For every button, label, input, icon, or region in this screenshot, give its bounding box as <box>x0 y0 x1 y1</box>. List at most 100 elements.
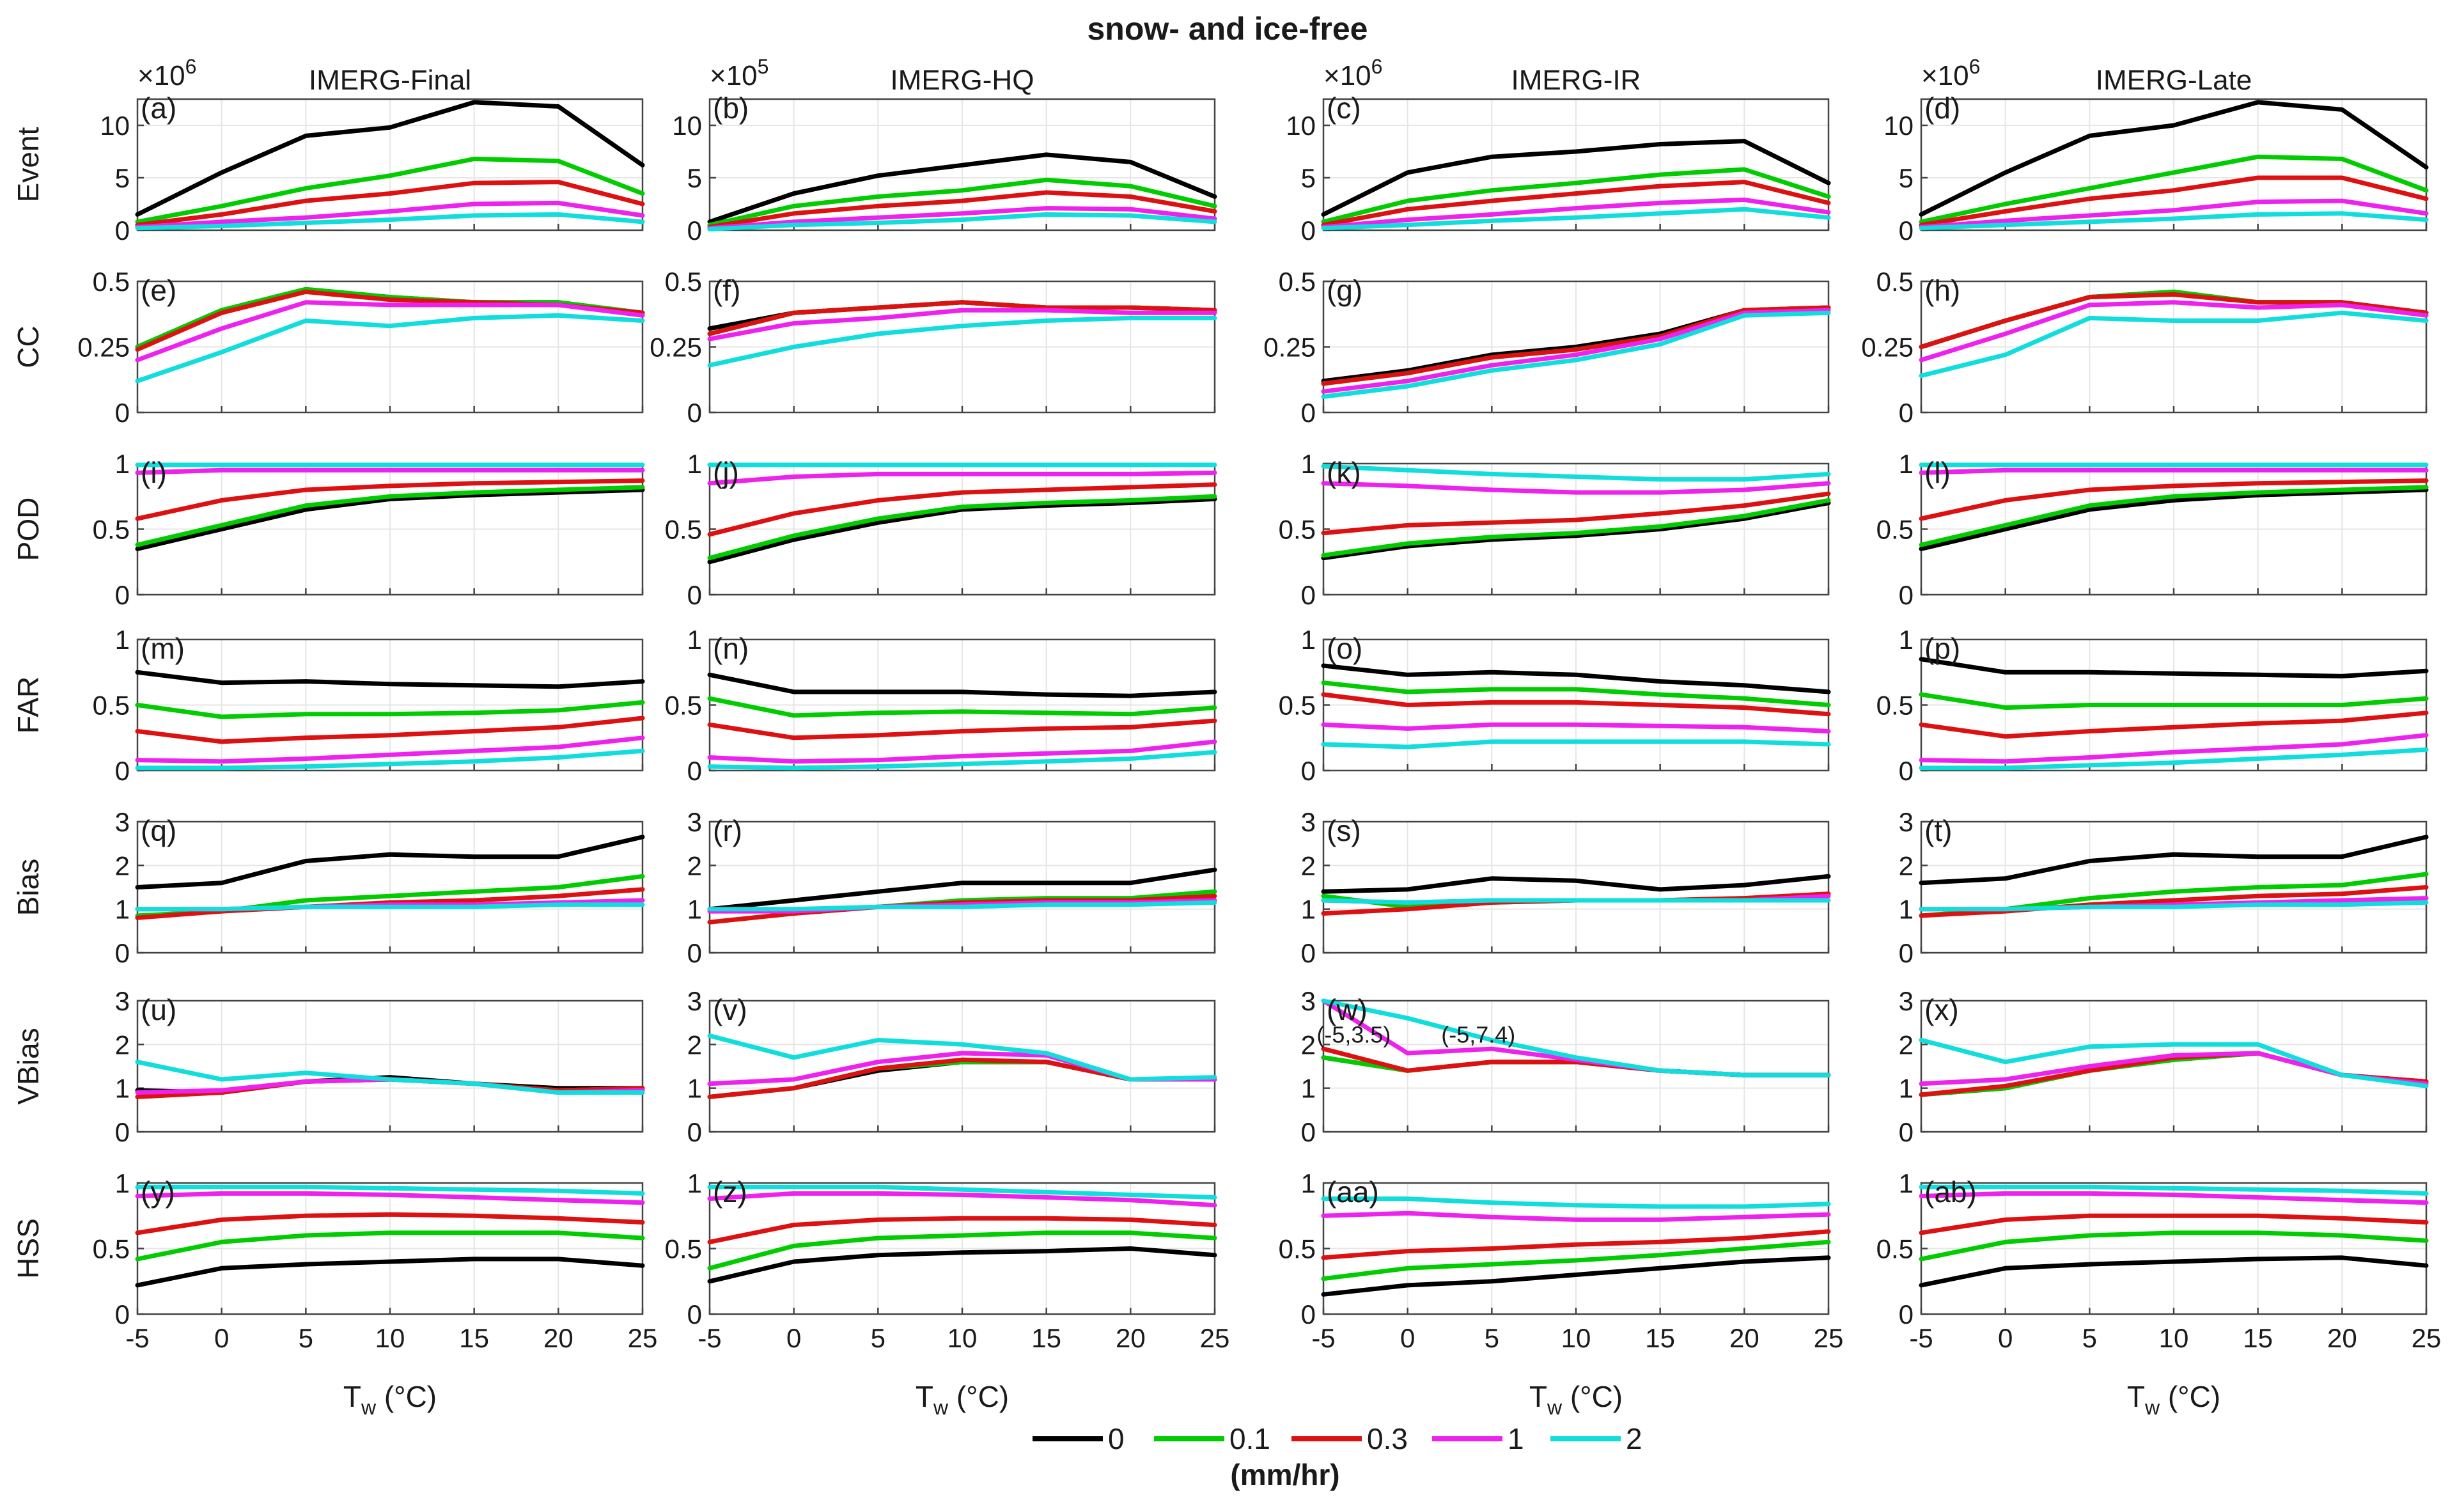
panel-letter: (y) <box>141 1175 175 1209</box>
y-axis-label: HSS <box>12 1218 45 1279</box>
axis-multiplier: ×106 <box>1921 55 1980 91</box>
column-title: IMERG-Late <box>2096 65 2252 96</box>
panel-letter: (d) <box>1924 91 1960 125</box>
x-tick-label: 0 <box>1400 1323 1415 1353</box>
panel-letter: (b) <box>713 91 749 125</box>
series-line-1 <box>1321 1210 1831 1222</box>
y-tick-label: 1 <box>1301 895 1316 925</box>
series-line-2 <box>707 315 1217 368</box>
y-tick-label: 0.25 <box>1263 333 1316 363</box>
x-axis-label: Tw (°C) <box>916 1380 1009 1419</box>
y-tick-label: 5 <box>115 163 130 193</box>
panel: 0 1 2 3 (t) <box>1899 807 2429 968</box>
panel: 0 0.5 1 (k) <box>1279 449 1831 610</box>
y-tick-label: 0 <box>115 398 130 428</box>
x-tick-label: 5 <box>2082 1323 2097 1353</box>
multiplier-exponent: 6 <box>1969 55 1981 78</box>
panel: 0 0.25 0.5 (g) <box>1263 267 1831 428</box>
y-tick-label: 0 <box>1301 398 1316 428</box>
series-line-2 <box>1321 207 1831 231</box>
series-line-2 <box>1321 1196 1831 1209</box>
x-tick-label: 10 <box>375 1323 405 1353</box>
y-tick-label: 0 <box>1301 938 1316 968</box>
y-tick-label: 5 <box>1899 163 1914 193</box>
y-tick-label: 1 <box>115 1168 130 1198</box>
series-line-0.3 <box>1321 692 1831 717</box>
x-label-main: T <box>916 1380 933 1413</box>
y-tick-label: 0.5 <box>665 515 702 545</box>
series-line-2 <box>1321 464 1831 482</box>
series-line-0.3 <box>1919 1213 2429 1235</box>
panel: 0 0.5 1 (o) <box>1279 625 1831 786</box>
x-label-unit: (°C) <box>1562 1380 1623 1413</box>
series-line-0.3 <box>1321 491 1831 536</box>
panel: 0 0.25 0.5 (e) CC <box>12 267 645 428</box>
y-tick-label: 2 <box>1301 1030 1316 1060</box>
series-line-0 <box>707 1246 1217 1284</box>
x-tick-label: 5 <box>1485 1323 1499 1353</box>
multiplier-base: ×10 <box>1921 60 1969 91</box>
x-tick-label: 0 <box>214 1323 229 1353</box>
series-line-0.1 <box>1321 497 1831 558</box>
y-tick-label: 0 <box>115 215 130 246</box>
series-line-1 <box>707 470 1217 486</box>
series-line-0 <box>707 867 1217 912</box>
legend: 0 0.1 0.3 1 2 (mm/hr) <box>1033 1422 1642 1491</box>
series-line-2 <box>1919 747 2429 771</box>
panel-letter: (v) <box>713 993 747 1026</box>
series-line-0.3 <box>1919 292 2429 349</box>
x-label-sub: w <box>2144 1396 2160 1419</box>
series-line-0 <box>1919 834 2429 886</box>
panel-letter: (h) <box>1924 274 1960 307</box>
panel: 0 0.25 0.5 (h) <box>1861 267 2429 428</box>
panel: 0 0.25 0.5 (f) <box>650 267 1217 428</box>
y-tick-label: 1 <box>1899 449 1914 479</box>
y-tick-label: 1 <box>1301 1074 1316 1104</box>
series-line-0 <box>135 100 645 217</box>
legend-label: 0 <box>1108 1422 1125 1455</box>
series-line-0.3 <box>707 1216 1217 1244</box>
y-tick-label: 0 <box>687 1299 702 1329</box>
x-tick-label: 25 <box>1200 1323 1230 1353</box>
series-line-2 <box>135 313 645 384</box>
y-axis-label: POD <box>12 497 45 561</box>
y-tick-label: 5 <box>687 163 702 193</box>
series-line-1 <box>707 206 1217 231</box>
y-tick-label: 10 <box>1883 111 1914 141</box>
column-title: IMERG-HQ <box>891 65 1034 96</box>
series-line-2 <box>135 902 645 912</box>
y-axis-label: FAR <box>12 677 45 733</box>
panel-letter: (aa) <box>1327 1175 1379 1209</box>
y-tick-label: 1 <box>1899 625 1914 655</box>
y-tick-label: 1 <box>1899 1074 1914 1104</box>
panel-letter: (c) <box>1327 91 1361 125</box>
y-tick-label: 1 <box>687 1074 702 1104</box>
legend-label: 0.3 <box>1367 1422 1408 1455</box>
panel-letter: (e) <box>141 274 176 307</box>
panel: 0 5 10 (c)×106 <box>1286 55 1831 246</box>
series-line-1 <box>1321 197 1831 230</box>
series-line-2 <box>707 1033 1217 1082</box>
y-tick-label: 2 <box>687 1030 702 1060</box>
series-line-0.3 <box>1919 478 2429 521</box>
y-tick-label: 0 <box>1301 1299 1316 1329</box>
panel: 0 1 2 3 (s) <box>1301 807 1831 968</box>
y-tick-label: 0.5 <box>665 1234 702 1264</box>
column-title: IMERG-IR <box>1511 65 1641 96</box>
x-tick-label: 15 <box>2243 1323 2273 1353</box>
x-tick-label: 10 <box>947 1323 978 1353</box>
series-line-0 <box>707 672 1217 698</box>
y-tick-label: 0.5 <box>1279 1234 1316 1264</box>
y-tick-label: 0.5 <box>93 515 130 545</box>
multiplier-exponent: 5 <box>758 55 769 78</box>
x-label-main: T <box>2127 1380 2145 1413</box>
y-tick-label: 0.25 <box>650 333 702 363</box>
series-line-2 <box>707 900 1217 912</box>
y-axis-label: Event <box>12 127 45 202</box>
x-label-unit: (°C) <box>376 1380 437 1413</box>
series-line-0.1 <box>1321 167 1831 224</box>
y-tick-label: 1 <box>1301 449 1316 479</box>
y-tick-label: 2 <box>1899 1030 1914 1060</box>
legend-label: 1 <box>1508 1422 1524 1455</box>
series-line-2 <box>1919 1184 2429 1196</box>
